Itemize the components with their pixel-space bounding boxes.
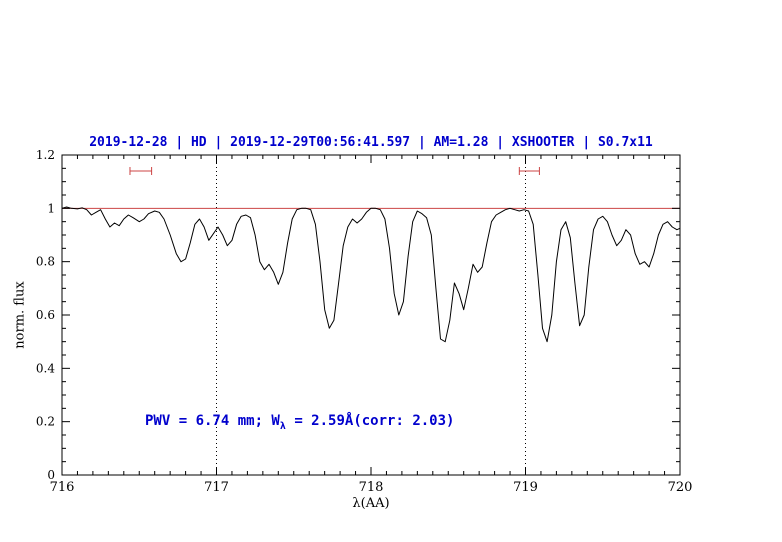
x-tick-label: 716: [50, 480, 75, 495]
y-axis-label: norm. flux: [12, 281, 28, 349]
x-tick-label: 718: [359, 480, 384, 495]
y-tick-label: 0.4: [36, 361, 55, 375]
spectrum-line: [61, 206, 681, 343]
y-tick-label: 0.6: [36, 308, 55, 322]
x-tick-label: 719: [513, 480, 538, 495]
y-tick-label: 0: [47, 468, 55, 482]
plot-title: 2019-12-28 | HD | 2019-12-29T00:56:41.59…: [89, 135, 653, 150]
y-tick-label: 1.2: [36, 148, 55, 162]
pwv-annotation-suffix: = 2.59Å(corr: 2.03): [285, 413, 455, 429]
pwv-annotation: PWV = 6.74 mm; Wλ = 2.59Å(corr: 2.03): [145, 413, 454, 432]
x-tick-label: 717: [204, 480, 229, 495]
y-tick-label: 1: [47, 201, 55, 215]
pwv-annotation-subscript: λ: [279, 420, 286, 432]
pwv-annotation-prefix: PWV = 6.74 mm; W: [145, 413, 280, 429]
x-axis-label: λ(AA): [352, 496, 390, 511]
y-tick-label: 0.8: [36, 255, 55, 269]
x-tick-label: 720: [668, 480, 693, 495]
y-tick-label: 0.2: [36, 415, 55, 429]
